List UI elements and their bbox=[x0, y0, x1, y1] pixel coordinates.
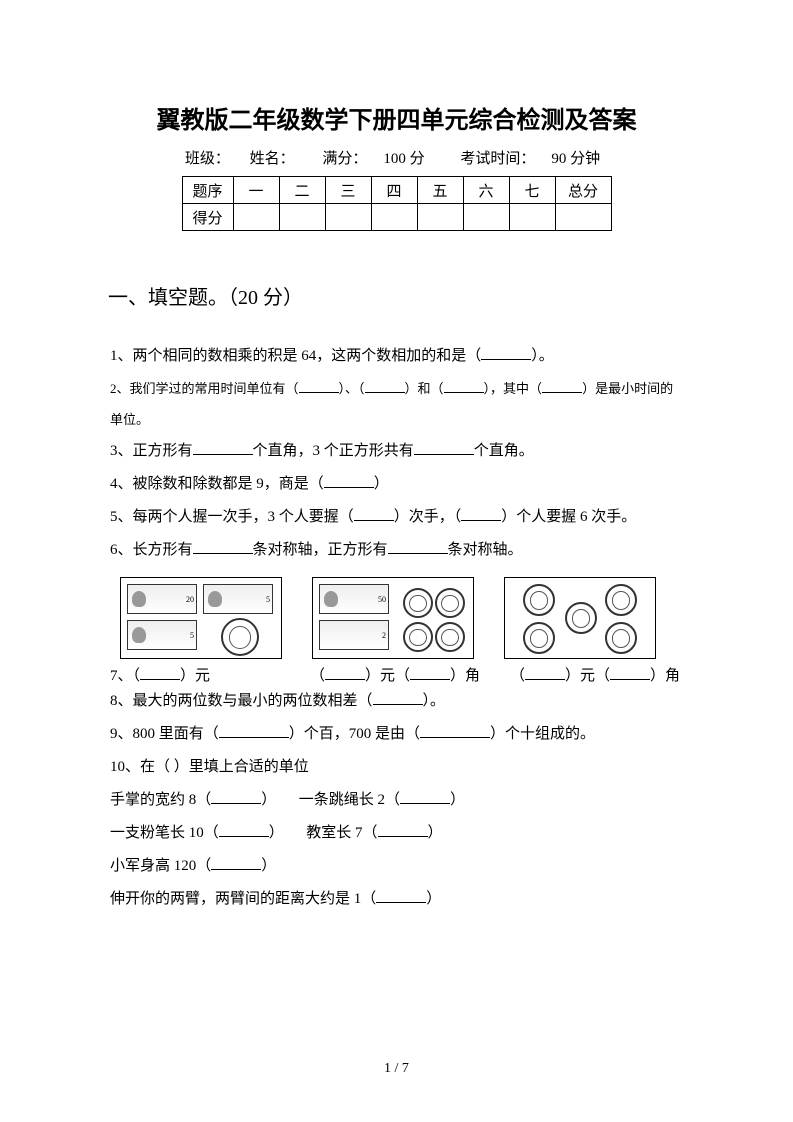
table-row: 得分 bbox=[182, 204, 611, 231]
money-box-3 bbox=[504, 577, 656, 659]
score-cell bbox=[555, 204, 611, 231]
banknote-icon: 20 bbox=[127, 584, 197, 614]
col-head: 七 bbox=[509, 177, 555, 204]
table-row: 题序 一 二 三 四 五 六 七 总分 bbox=[182, 177, 611, 204]
fill-blank[interactable] bbox=[461, 505, 501, 521]
fill-blank[interactable] bbox=[481, 344, 531, 360]
question-10: 10、在（ ）里填上合适的单位 bbox=[110, 751, 683, 784]
col-head: 二 bbox=[279, 177, 325, 204]
question-10-line2: 一支粉笔长 10（） 教室长 7（） bbox=[110, 817, 683, 850]
fill-blank[interactable] bbox=[324, 472, 374, 488]
money-images-row: 20 5 5 50 2 bbox=[120, 577, 683, 659]
coin-icon bbox=[523, 584, 555, 616]
fill-blank[interactable] bbox=[610, 664, 650, 680]
fill-blank[interactable] bbox=[542, 379, 582, 393]
fill-blank[interactable] bbox=[373, 689, 423, 705]
col-head: 三 bbox=[325, 177, 371, 204]
name-label: 姓名： bbox=[250, 151, 295, 167]
fill-blank[interactable] bbox=[193, 538, 253, 554]
class-label: 班级： bbox=[185, 151, 230, 167]
fill-blank[interactable] bbox=[354, 505, 394, 521]
coin-icon bbox=[605, 622, 637, 654]
question-8: 8、最大的两位数与最小的两位数相差（）。 bbox=[110, 685, 683, 718]
col-head: 六 bbox=[463, 177, 509, 204]
question-2: 2、我们学过的常用时间单位有（）、（）和（），其中（）是最小时间的单位。 bbox=[110, 373, 683, 435]
score-cell bbox=[279, 204, 325, 231]
score-cell bbox=[509, 204, 555, 231]
coin-icon bbox=[565, 602, 597, 634]
score-table: 题序 一 二 三 四 五 六 七 总分 得分 bbox=[182, 176, 612, 231]
fill-blank[interactable] bbox=[376, 887, 426, 903]
question-10-line3: 小军身高 120（） bbox=[110, 850, 683, 883]
coin-icon bbox=[221, 618, 259, 656]
fill-blank[interactable] bbox=[211, 788, 261, 804]
fill-blank[interactable] bbox=[211, 854, 261, 870]
score-cell bbox=[463, 204, 509, 231]
fill-blank[interactable] bbox=[410, 664, 450, 680]
fill-blank[interactable] bbox=[414, 439, 474, 455]
fill-blank[interactable] bbox=[388, 538, 448, 554]
money-box-2: 50 2 bbox=[312, 577, 474, 659]
col-total: 总分 bbox=[555, 177, 611, 204]
fill-blank[interactable] bbox=[325, 664, 365, 680]
question-10-line4: 伸开你的两臂，两臂间的距离大约是 1（） bbox=[110, 883, 683, 916]
coin-icon bbox=[403, 622, 433, 652]
banknote-icon: 50 bbox=[319, 584, 389, 614]
fill-blank[interactable] bbox=[420, 722, 490, 738]
banknote-icon: 5 bbox=[127, 620, 197, 650]
question-3: 3、正方形有个直角，3 个正方形共有个直角。 bbox=[110, 435, 683, 468]
money-box-1: 20 5 5 bbox=[120, 577, 282, 659]
row-label: 题序 bbox=[182, 177, 233, 204]
exam-meta: 班级： 姓名： 满分：100 分 考试时间：90 分钟 bbox=[110, 147, 683, 168]
fill-blank[interactable] bbox=[219, 722, 289, 738]
coin-icon bbox=[435, 588, 465, 618]
page-title: 翼教版二年级数学下册四单元综合检测及答案 bbox=[110, 100, 683, 135]
banknote-icon: 2 bbox=[319, 620, 389, 650]
score-cell bbox=[233, 204, 279, 231]
coin-icon bbox=[403, 588, 433, 618]
score-cell bbox=[417, 204, 463, 231]
question-6: 6、长方形有条对称轴，正方形有条对称轴。 bbox=[110, 534, 683, 567]
question-5: 5、每两个人握一次手，3 个人要握（）次手，（）个人要握 6 次手。 bbox=[110, 501, 683, 534]
question-4: 4、被除数和除数都是 9，商是（） bbox=[110, 468, 683, 501]
col-head: 四 bbox=[371, 177, 417, 204]
fill-blank[interactable] bbox=[365, 379, 405, 393]
fill-blank[interactable] bbox=[140, 664, 180, 680]
fill-blank[interactable] bbox=[193, 439, 253, 455]
page-number: 1 / 7 bbox=[0, 1061, 793, 1077]
coin-icon bbox=[435, 622, 465, 652]
section-heading: 一、填空题。（20 分） bbox=[108, 281, 683, 310]
coin-icon bbox=[605, 584, 637, 616]
exam-time: 考试时间：90 分钟 bbox=[452, 151, 608, 167]
question-9: 9、800 里面有（）个百，700 是由（）个十组成的。 bbox=[110, 718, 683, 751]
score-cell bbox=[371, 204, 417, 231]
coin-icon bbox=[523, 622, 555, 654]
col-head: 一 bbox=[233, 177, 279, 204]
question-1: 1、两个相同的数相乘的积是 64，这两个数相加的和是（）。 bbox=[110, 340, 683, 373]
row-label: 得分 bbox=[182, 204, 233, 231]
question-7: 7、（）元 （）元（）角 （）元（）角 bbox=[110, 664, 683, 685]
score-cell bbox=[325, 204, 371, 231]
question-10-line1: 手掌的宽约 8（） 一条跳绳长 2（） bbox=[110, 784, 683, 817]
fill-blank[interactable] bbox=[378, 821, 428, 837]
fill-blank[interactable] bbox=[219, 821, 269, 837]
banknote-icon: 5 bbox=[203, 584, 273, 614]
col-head: 五 bbox=[417, 177, 463, 204]
fullscore: 满分：100 分 bbox=[314, 151, 436, 167]
fill-blank[interactable] bbox=[299, 379, 339, 393]
fill-blank[interactable] bbox=[525, 664, 565, 680]
exam-page: 翼教版二年级数学下册四单元综合检测及答案 班级： 姓名： 满分：100 分 考试… bbox=[0, 0, 793, 1122]
fill-blank[interactable] bbox=[400, 788, 450, 804]
fill-blank[interactable] bbox=[444, 379, 484, 393]
